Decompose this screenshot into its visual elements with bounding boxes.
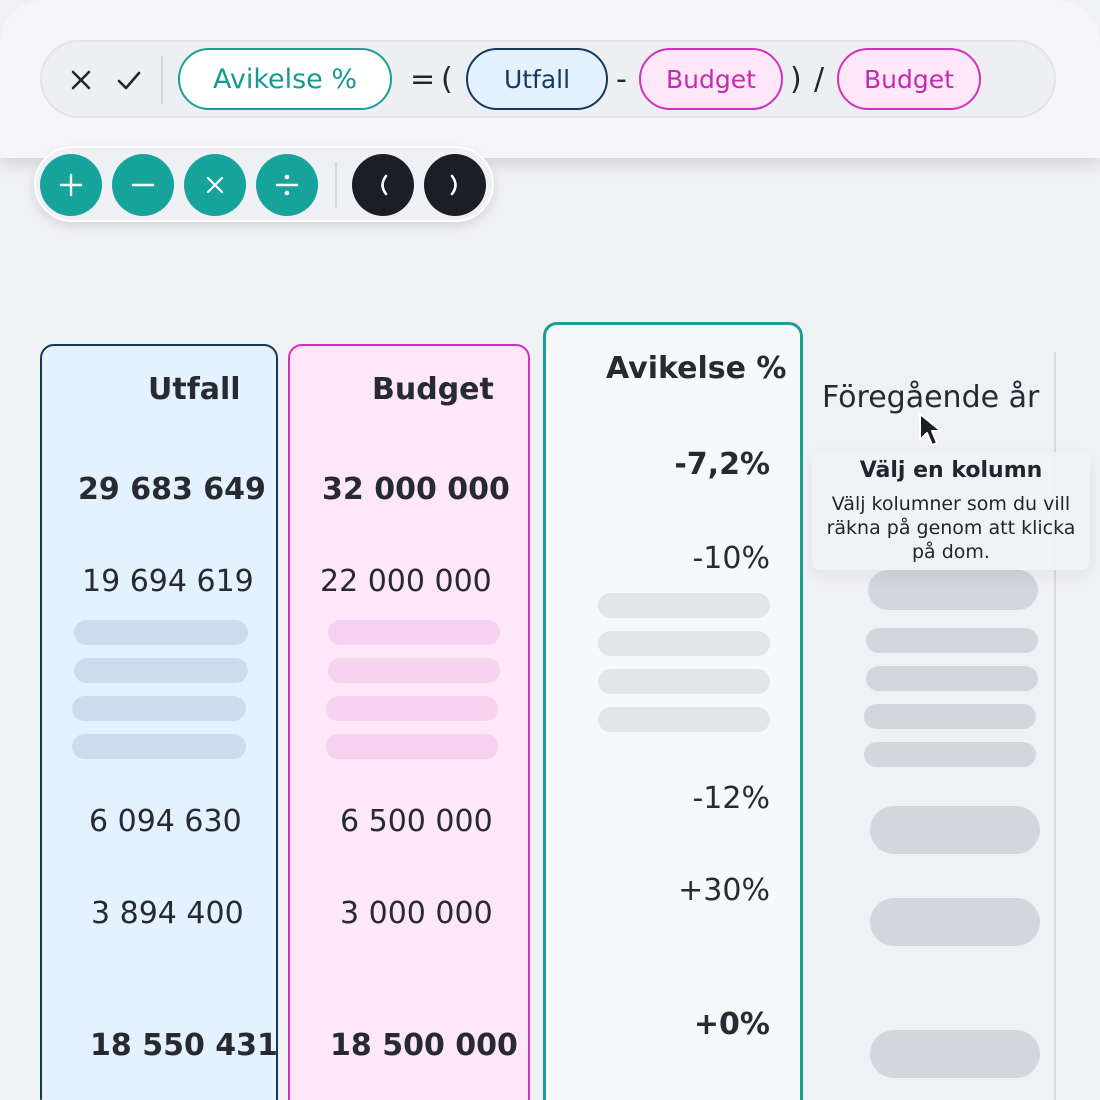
- budget-value: 32 000 000: [322, 472, 510, 507]
- placeholder-row: [870, 898, 1040, 946]
- operator-toolbar: [34, 146, 494, 222]
- divide-icon: [275, 174, 299, 196]
- tooltip-title: Välj en kolumn: [859, 458, 1043, 483]
- tooltip-body: Välj kolumner som du vill räkna på genom…: [826, 493, 1076, 563]
- check-icon[interactable]: [116, 67, 142, 93]
- toolbar-divider: [335, 162, 337, 208]
- placeholder-row: [72, 734, 246, 759]
- operand-budget-pill[interactable]: Budget: [639, 48, 783, 110]
- close-paren-button[interactable]: [424, 154, 486, 216]
- utfall-value: 19 694 619: [82, 564, 254, 599]
- budget-column-header: Budget: [372, 372, 494, 407]
- avikelse-value: -7,2%: [674, 447, 770, 482]
- minus-icon: [131, 183, 155, 187]
- placeholder-row: [74, 620, 248, 645]
- avikelse-column[interactable]: Avikelse % -7,2% -10% -12% +30% +0%: [543, 322, 803, 1100]
- formula-bar: Avikelse % = ( Utfall - Budget ) / Budge…: [40, 40, 1056, 118]
- placeholder-row: [598, 593, 770, 618]
- budget-value: 18 500 000: [330, 1028, 518, 1063]
- operand-budget-divisor-pill[interactable]: Budget: [837, 48, 981, 110]
- utfall-value: 29 683 649: [78, 472, 266, 507]
- placeholder-row: [598, 707, 770, 732]
- open-paren-button[interactable]: [352, 154, 414, 216]
- avikelse-value: +30%: [678, 873, 770, 908]
- choose-column-tooltip: Välj en kolumn Välj kolumner som du vill…: [812, 452, 1090, 570]
- placeholder-row: [866, 666, 1038, 691]
- minus-button[interactable]: [112, 154, 174, 216]
- avikelse-value: +0%: [693, 1007, 770, 1042]
- divide-token: /: [814, 62, 825, 97]
- close-icon[interactable]: [68, 67, 94, 93]
- placeholder-row: [74, 658, 248, 683]
- budget-column[interactable]: Budget 32 000 000 22 000 000 6 500 000 3…: [288, 344, 530, 1100]
- utfall-column[interactable]: Utfall 29 683 649 19 694 619 6 094 630 3…: [40, 344, 278, 1100]
- budget-value: 3 000 000: [340, 896, 493, 931]
- formula-header: Avikelse % = ( Utfall - Budget ) / Budge…: [0, 0, 1100, 158]
- placeholder-row: [326, 734, 498, 759]
- placeholder-row: [328, 658, 500, 683]
- placeholder-row: [598, 669, 770, 694]
- placeholder-row: [72, 696, 246, 721]
- placeholder-row: [328, 620, 500, 645]
- divide-button[interactable]: [256, 154, 318, 216]
- utfall-column-header: Utfall: [148, 372, 241, 407]
- equals-sign: =: [410, 62, 436, 97]
- minus-token: -: [616, 62, 627, 97]
- placeholder-row: [598, 631, 770, 656]
- placeholder-row: [864, 742, 1036, 767]
- placeholder-row: [326, 696, 498, 721]
- avikelse-value: -10%: [692, 541, 770, 576]
- utfall-value: 6 094 630: [89, 804, 242, 839]
- plus-icon: [59, 173, 83, 197]
- placeholder-row: [866, 628, 1038, 653]
- open-paren-token: (: [441, 62, 453, 97]
- placeholder-row: [868, 570, 1038, 610]
- avikelse-value: -12%: [692, 781, 770, 816]
- plus-button[interactable]: [40, 154, 102, 216]
- result-column-pill[interactable]: Avikelse %: [178, 48, 392, 110]
- open-paren-icon: [381, 174, 388, 196]
- budget-value: 22 000 000: [320, 564, 492, 599]
- placeholder-row: [870, 806, 1040, 854]
- column-divider: [1054, 352, 1056, 1100]
- close-paren-icon: [450, 174, 457, 196]
- placeholder-row: [864, 704, 1036, 729]
- formula-divider: [161, 56, 163, 104]
- operand-utfall-pill[interactable]: Utfall: [466, 48, 608, 110]
- utfall-value: 18 550 431: [90, 1028, 278, 1063]
- utfall-value: 3 894 400: [91, 896, 244, 931]
- previous-year-column-header[interactable]: Föregående år: [822, 380, 1040, 415]
- multiply-icon: [206, 176, 224, 194]
- budget-value: 6 500 000: [340, 804, 493, 839]
- placeholder-row: [870, 1030, 1040, 1078]
- avikelse-column-header: Avikelse %: [606, 351, 787, 386]
- multiply-button[interactable]: [184, 154, 246, 216]
- close-paren-token: ): [790, 62, 802, 97]
- mouse-cursor-icon: [919, 413, 942, 446]
